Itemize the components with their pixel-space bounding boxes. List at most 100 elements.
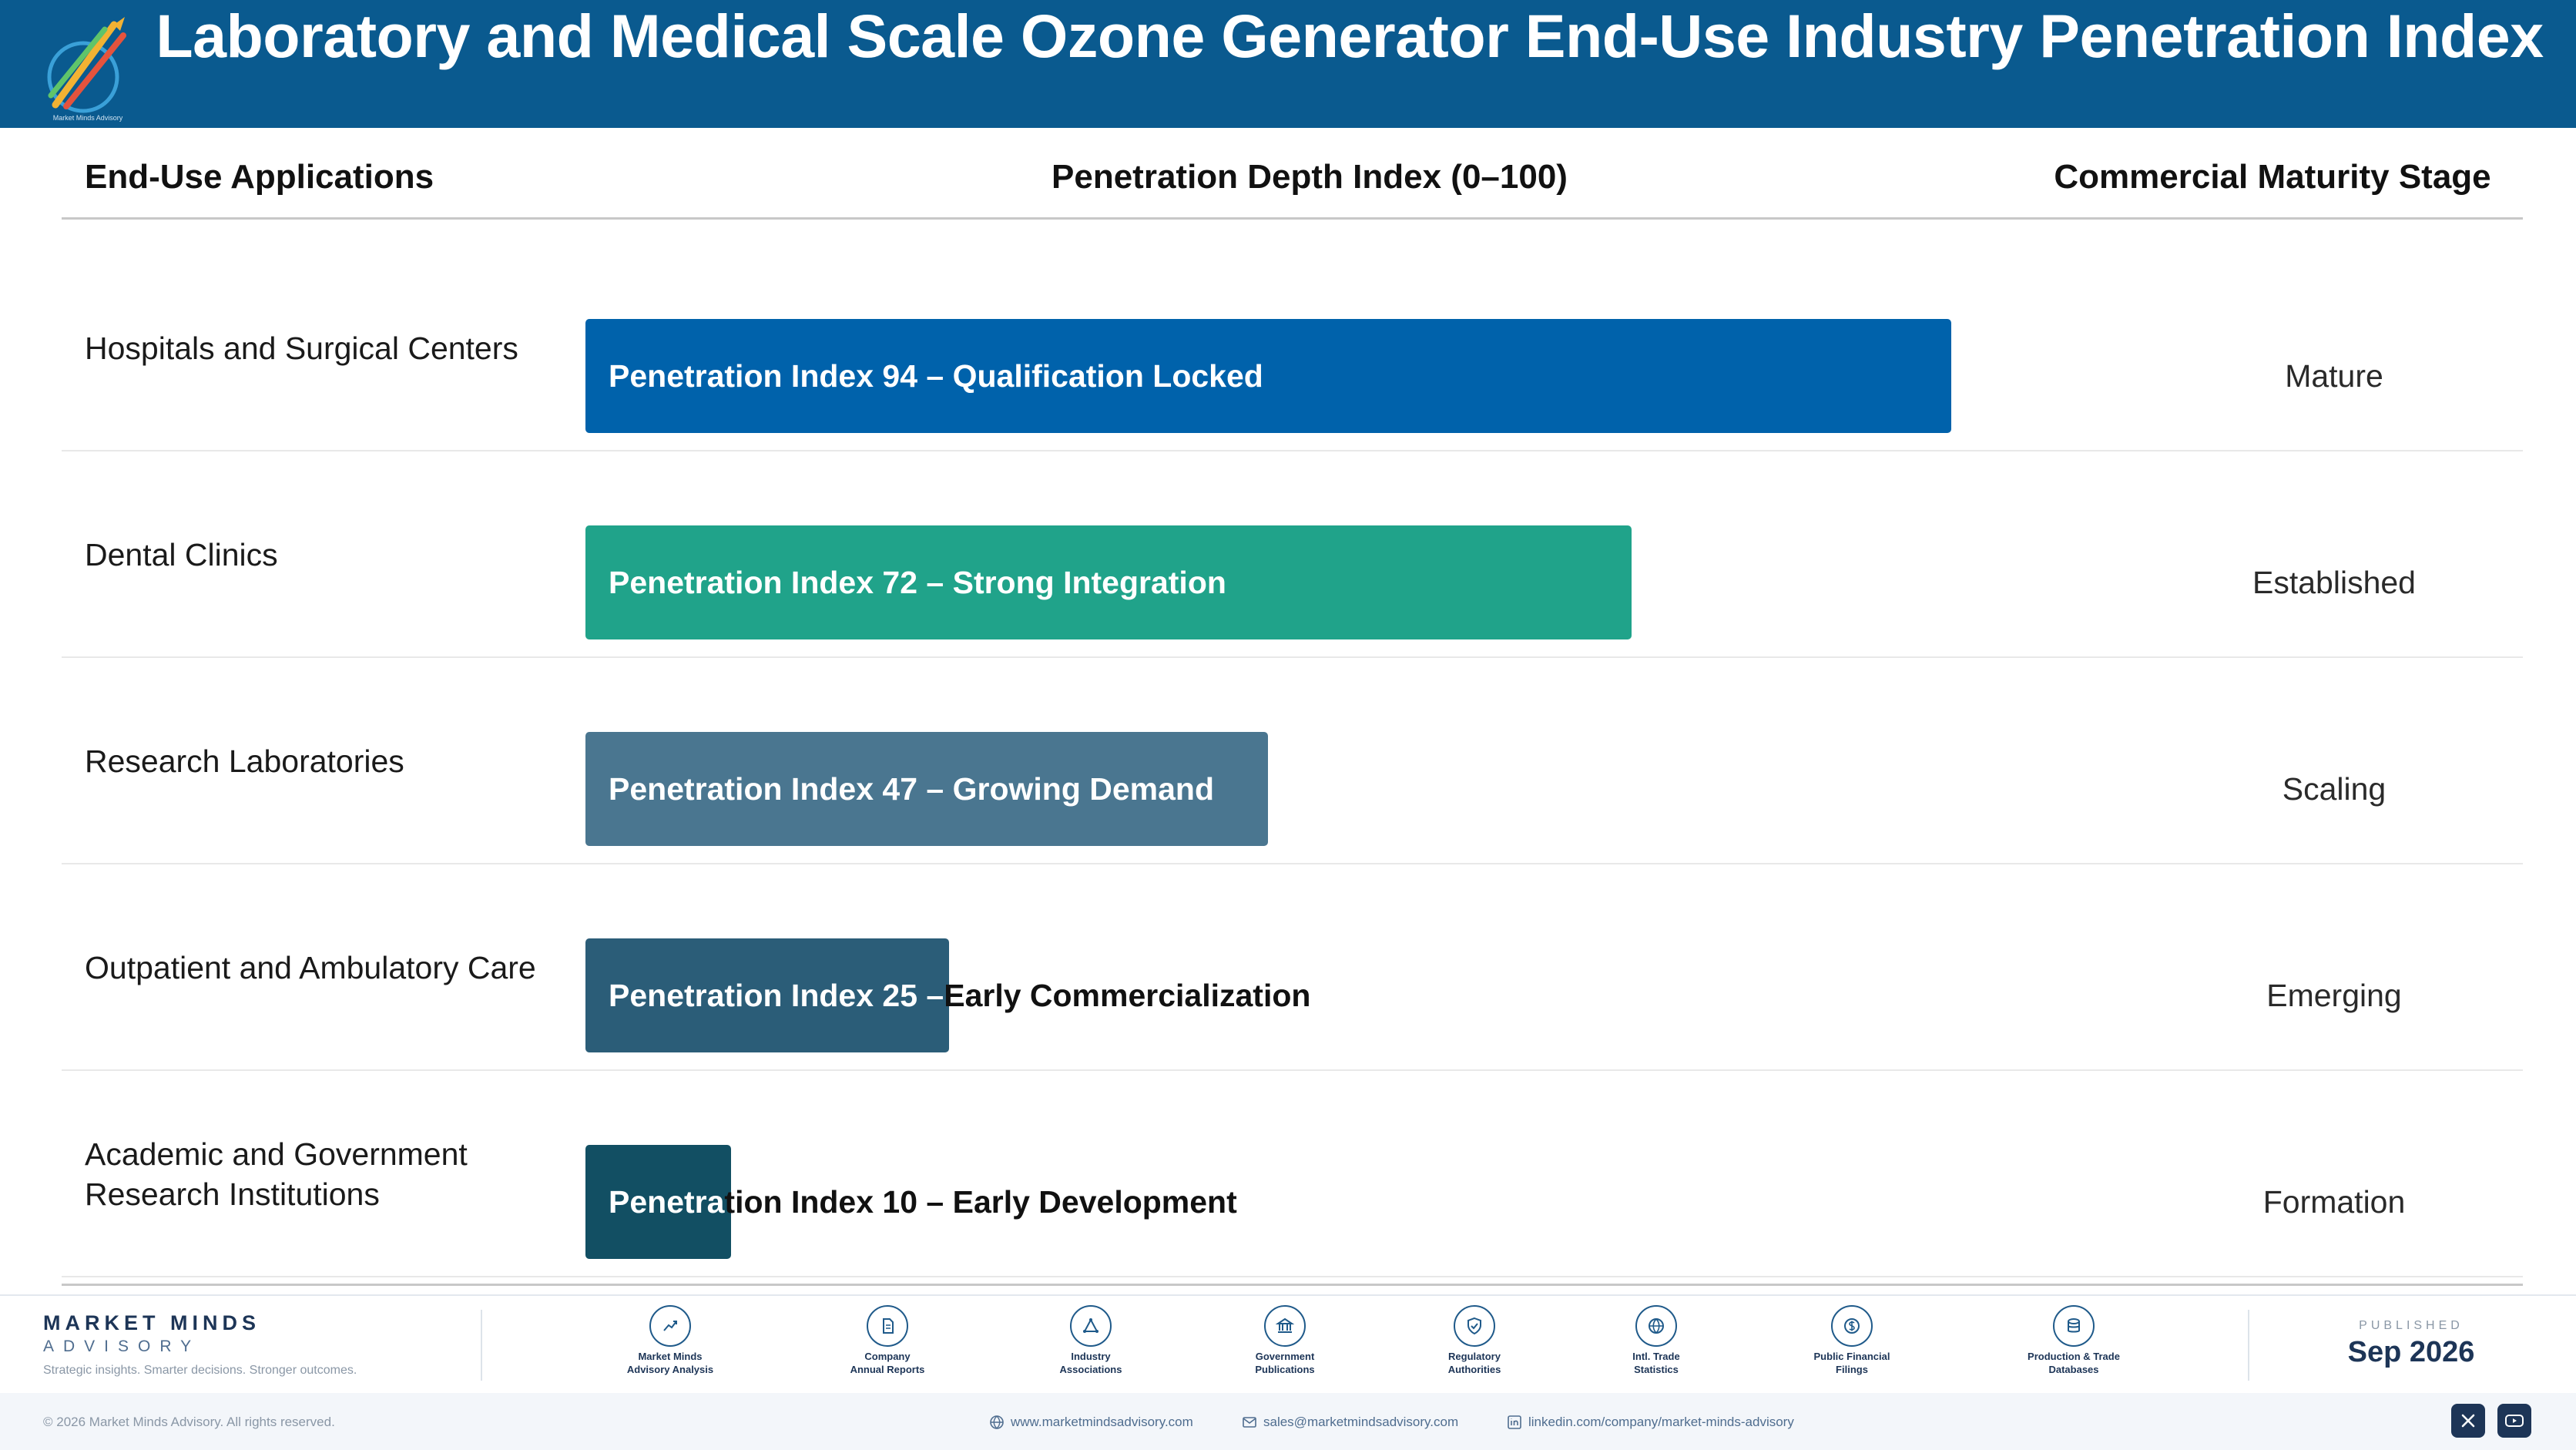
header-divider [62,217,2523,220]
coin-icon [1844,1318,1860,1334]
table-bottom-divider [62,1284,2523,1286]
source-icon-badge [1831,1305,1873,1347]
source-icon-badge [1264,1305,1306,1347]
government-building-icon [1275,1317,1295,1333]
source-label: Public Financial Filings [1775,1350,1929,1376]
row-divider [62,1069,2523,1071]
source-icon-badge [2053,1305,2095,1347]
source-label-line1: Market Minds [638,1351,703,1362]
brand-subtitle: ADVISORY [43,1338,201,1355]
linkedin-icon [1508,1415,1521,1429]
source-label-line1: Intl. Trade [1632,1351,1680,1362]
source-label: Production & Trade Databases [1997,1350,2151,1376]
row-divider [62,450,2523,451]
source-label-line2: Authorities [1447,1364,1501,1375]
maturity-stage: Scaling [2282,770,2386,807]
source-label-line1: Public Financial [1813,1351,1890,1362]
x-social-button[interactable] [2451,1404,2485,1438]
category-label: Research Laboratories [85,743,404,779]
maturity-stage: Established [2252,564,2416,600]
category-label: Hospitals and Surgical Centers [85,331,518,366]
email-text: sales@marketmindsadvisory.com [1263,1415,1459,1429]
database-icon [2068,1318,2080,1333]
table-row: Outpatient and Ambulatory Care Penetratio… [62,864,2523,1071]
brand-tagline: Strategic insights. Smarter decisions. S… [43,1364,357,1377]
source-label-line2: Statistics [1634,1364,1679,1375]
bar-data-label: Penetration Index 94 – Qualification Loc… [609,357,1263,394]
source-label: Company Annual Reports [810,1350,964,1376]
source-label-line2: Annual Reports [850,1364,925,1375]
bar [585,1145,731,1259]
source-label-line2: Databases [2048,1364,2099,1375]
source-label-line1: Company [864,1351,911,1362]
source-item: Industry Associations [1014,1305,1168,1376]
trend-chart-icon [663,1321,677,1331]
row-divider [62,863,2523,864]
source-label-line1: Government [1255,1351,1315,1362]
email-link[interactable]: sales@marketmindsadvisory.com [1242,1415,1458,1430]
svg-text:Market Minds Advisory: Market Minds Advisory [53,114,123,122]
footer-divider [2248,1310,2249,1381]
table-row: Research Laboratories Penetration Index 4… [62,658,2523,864]
bar-data-label: Penetra tion Index 10 – Early Development [609,1183,1237,1220]
row-divider [62,1276,2523,1277]
source-label: Regulatory Authorities [1397,1350,1551,1376]
source-item: Company Annual Reports [810,1305,964,1376]
category-label: Outpatient and Ambulatory Care [85,950,536,985]
source-label-line1: Production & Trade [2028,1351,2120,1362]
source-label: Intl. Trade Statistics [1579,1350,1733,1376]
column-header-applications: End-Use Applications [85,158,434,196]
linkedin-text: linkedin.com/company/market-minds-adviso… [1528,1415,1794,1429]
source-icon-badge [867,1305,908,1347]
bar [585,525,1632,639]
source-label-line2: Filings [1836,1364,1868,1375]
published-label: PUBLISHED [2359,1319,2464,1332]
source-icon-badge [1454,1305,1495,1347]
category-label: Dental Clinics [85,537,278,572]
source-item: Government Publications [1208,1305,1362,1376]
header-bar: Market Minds Advisory Laboratory and Med… [0,0,2576,128]
published-date: Sep 2026 [2347,1336,2475,1368]
source-item: Market Minds Advisory Analysis [593,1305,747,1376]
maturity-stage: Emerging [2266,977,2402,1013]
table-row: Dental Clinics Penetration Index 72 – Str… [62,451,2523,658]
source-item: Public Financial Filings [1775,1305,1929,1376]
mail-icon [1243,1417,1256,1428]
footer-divider [481,1310,482,1381]
bar-data-label: Penetration Index 25 – Early Commerciali… [609,977,1311,1013]
website-text: www.marketmindsadvisory.com [1011,1415,1193,1429]
bar [585,319,1951,433]
youtube-icon [2505,1415,2524,1427]
youtube-social-button[interactable] [2497,1404,2531,1438]
source-icon-badge [1635,1305,1677,1347]
document-icon [883,1318,894,1334]
source-label: Government Publications [1208,1350,1362,1376]
source-label-line1: Regulatory [1448,1351,1501,1362]
source-label: Market Minds Advisory Analysis [593,1350,747,1376]
category-label: Academic and Government Research Institu… [85,1136,468,1212]
source-icon-badge [649,1305,691,1347]
bar-data-label: Penetration Index 72 – Strong Integratio… [609,564,1226,600]
source-item: Production & Trade Databases [1997,1305,2151,1376]
x-icon [2461,1414,2475,1428]
copyright: © 2026 Market Minds Advisory. All rights… [43,1415,335,1429]
maturity-stage: Mature [2285,357,2383,394]
page-title: Laboratory and Medical Scale Ozone Gener… [156,2,2544,70]
table-row: Hospitals and Surgical Centers Penetratio… [62,245,2523,451]
brand-name: MARKET MINDS [43,1311,260,1334]
linkedin-link[interactable]: linkedin.com/company/market-minds-adviso… [1507,1415,1794,1430]
website-link[interactable]: www.marketmindsadvisory.com [989,1415,1193,1430]
network-icon [1083,1317,1098,1333]
source-label-line2: Publications [1255,1364,1315,1375]
table-row: Academic and Government Research Institu… [62,1071,2523,1277]
source-label-line2: Advisory Analysis [626,1364,714,1375]
source-item: Regulatory Authorities [1397,1305,1551,1376]
footer: MARKET MINDS ADVISORY Strategic insights… [0,1294,2576,1450]
row-divider [62,656,2523,658]
bar-data-label: Penetration Index 47 – Growing Demand [609,770,1215,807]
globe-icon [990,1415,1004,1429]
source-icon-badge [1070,1305,1112,1347]
column-header-stage: Commercial Maturity Stage [2054,158,2491,196]
logo-icon: Market Minds Advisory [47,17,126,122]
shield-check-icon [1467,1317,1481,1335]
